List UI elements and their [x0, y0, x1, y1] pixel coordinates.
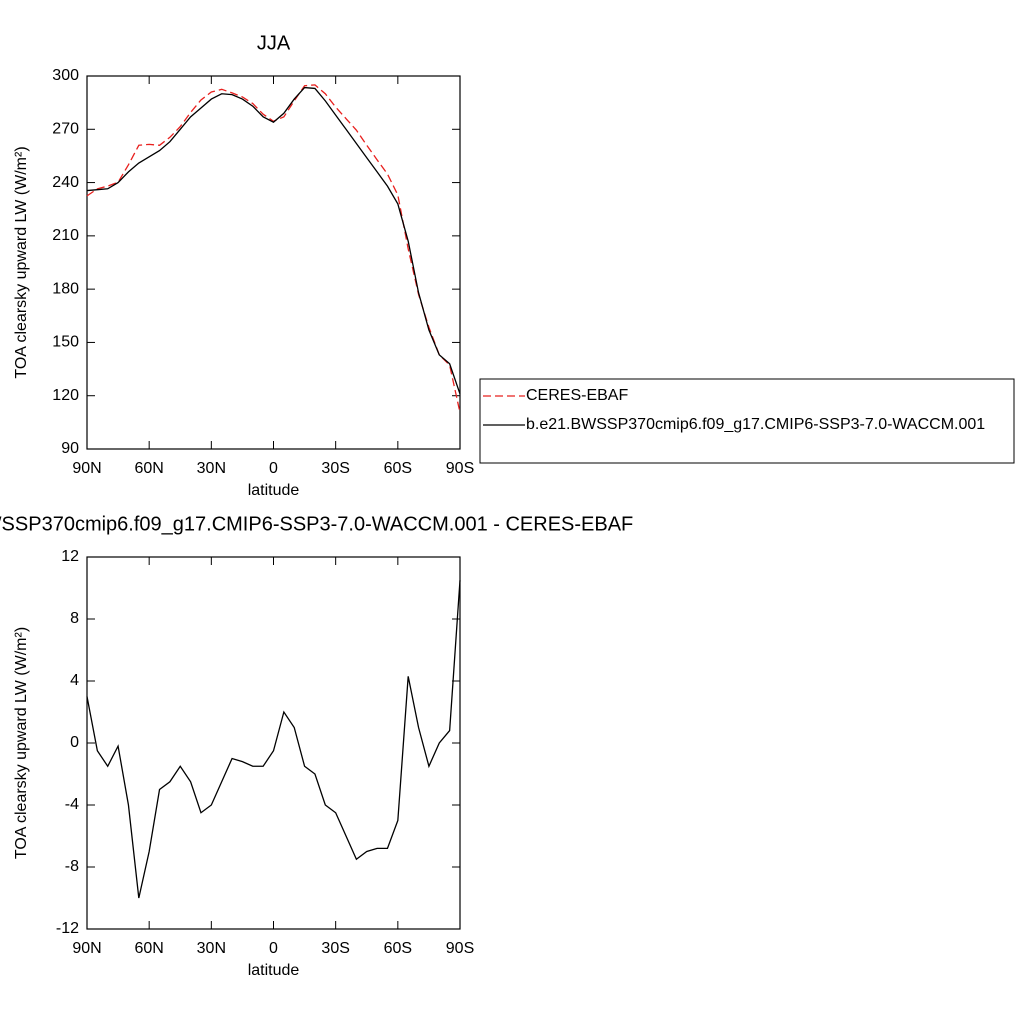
y-tick-label: -12 [56, 920, 79, 937]
y-tick-label: 270 [52, 121, 79, 138]
y-tick-label: 0 [70, 734, 79, 751]
x-axis-label: latitude [248, 482, 300, 499]
x-tick-label: 90S [446, 940, 474, 957]
legend-label: b.e21.BWSSP370cmip6.f09_g17.CMIP6-SSP3-7… [526, 416, 985, 433]
x-axis-label: latitude [248, 962, 300, 979]
legend-box [479, 378, 1015, 464]
y-tick-label: -4 [65, 796, 79, 813]
y-tick-label: 180 [52, 280, 79, 297]
y-tick-label: 210 [52, 227, 79, 244]
y-tick-label: 4 [70, 672, 79, 689]
y-tick-label: 150 [52, 334, 79, 351]
x-tick-label: 30N [197, 460, 226, 477]
x-tick-label: 60N [134, 940, 163, 957]
data-line [86, 580, 461, 899]
x-tick-label: 90N [72, 460, 101, 477]
y-tick-label: 90 [61, 440, 79, 457]
y-tick-label: -8 [65, 858, 79, 875]
x-tick-label: 0 [269, 460, 278, 477]
x-tick-label: 60S [384, 940, 412, 957]
y-tick-label: 8 [70, 610, 79, 627]
y-axis-label: TOA clearsky upward LW (W/m²) [13, 146, 30, 378]
legend-label: CERES-EBAF [526, 387, 628, 404]
x-tick-label: 30S [321, 940, 349, 957]
plot-frame [86, 75, 461, 450]
y-tick-label: 240 [52, 174, 79, 191]
chart-title: b.e21.BWSSP370cmip6.f09_g17.CMIP6-SSP3-7… [0, 513, 633, 535]
x-tick-label: 30N [197, 940, 226, 957]
x-tick-label: 0 [269, 940, 278, 957]
chart-title: JJA [257, 32, 291, 54]
data-line [86, 86, 461, 395]
x-tick-label: 90N [72, 940, 101, 957]
data-line [86, 84, 461, 413]
x-tick-label: 60S [384, 460, 412, 477]
y-tick-label: 300 [52, 67, 79, 84]
x-tick-label: 30S [321, 460, 349, 477]
y-tick-label: 120 [52, 387, 79, 404]
y-tick-label: 12 [61, 548, 79, 565]
x-tick-label: 90S [446, 460, 474, 477]
y-axis-label: TOA clearsky upward LW (W/m²) [13, 627, 30, 859]
x-tick-label: 60N [134, 460, 163, 477]
